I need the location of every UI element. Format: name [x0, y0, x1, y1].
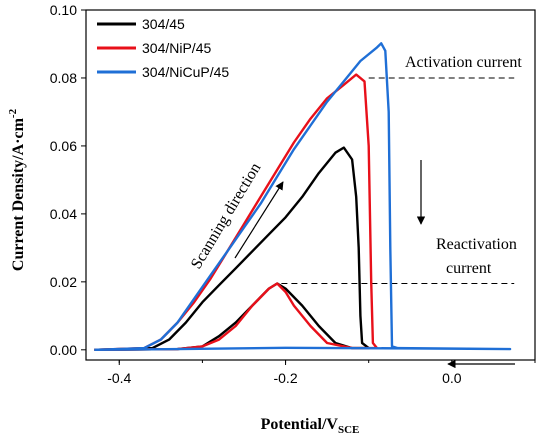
reactivation-label-line2: current: [446, 260, 492, 277]
y-tick-label-3: 0.06: [50, 138, 77, 154]
x-tick-label-1: -0.2: [273, 370, 297, 386]
series-line-2: [94, 42, 512, 351]
series-layer: [94, 42, 512, 351]
y-tick-label-4: 0.08: [50, 70, 77, 86]
legend: 304/45 304/NiP/45 304/NiCuP/45: [97, 16, 229, 80]
y-tick-label-0: 0.00: [50, 342, 77, 358]
scan-up-arrow: [234, 181, 284, 259]
x-tick-label-0: -0.4: [107, 370, 131, 386]
y-axis-ticks: 0.00 0.02 0.04 0.06 0.08 0.10: [50, 2, 86, 358]
x-axis-label: Potential/VSCE: [261, 416, 360, 436]
series-line-0: [94, 146, 370, 351]
activation-current-label: Activation current: [405, 54, 522, 71]
y-axis-label: Current Density/A·cm-2: [7, 108, 27, 271]
y-tick-label-2: 0.04: [50, 206, 77, 222]
x-axis-ticks: -0.4 -0.2 0.0: [107, 360, 536, 386]
legend-label-0: 304/45: [142, 16, 185, 32]
x-tick-label-2: 0.0: [442, 370, 462, 386]
plot-area: [94, 42, 515, 351]
legend-label-2: 304/NiCuP/45: [142, 64, 229, 80]
legend-label-1: 304/NiP/45: [142, 40, 211, 56]
series-line-1: [94, 73, 379, 351]
reactivation-label-line1: Reactivation: [436, 236, 517, 253]
y-tick-label-5: 0.10: [50, 2, 77, 18]
y-tick-label-1: 0.02: [50, 274, 77, 290]
reference-lines: [281, 77, 515, 285]
plot-frame: [85, 9, 536, 361]
